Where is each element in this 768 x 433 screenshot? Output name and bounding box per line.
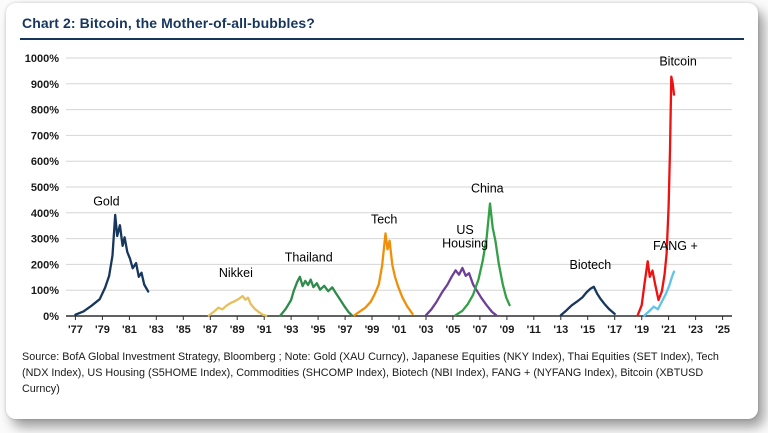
x-tick-label: '17 — [607, 324, 622, 336]
series-label-tech: Tech — [371, 213, 397, 227]
x-tick-label: '05 — [445, 324, 460, 336]
x-tick-label: '79 — [95, 324, 110, 336]
y-tick-label: 500% — [31, 182, 59, 194]
series-line-thailand — [279, 275, 353, 317]
y-tick-label: 900% — [31, 79, 59, 91]
x-tick-label: '21 — [661, 324, 676, 336]
x-tick-label: '13 — [553, 324, 568, 336]
y-tick-label: 600% — [31, 156, 59, 168]
y-tick-label: 200% — [31, 259, 59, 271]
x-tick-label: '97 — [338, 324, 353, 336]
x-tick-label: '95 — [311, 324, 326, 336]
x-tick-label: '89 — [230, 324, 245, 336]
x-tick-label: '15 — [580, 324, 595, 336]
y-tick-label: 100% — [31, 285, 59, 297]
y-tick-label: 0% — [43, 311, 59, 323]
series-label-china: China — [471, 182, 504, 196]
x-tick-label: '77 — [68, 324, 83, 336]
x-tick-label: '87 — [203, 324, 218, 336]
x-tick-label: '01 — [392, 324, 407, 336]
series-label-gold: Gold — [93, 195, 119, 209]
chart-title: Chart 2: Bitcoin, the Mother-of-all-bubb… — [20, 13, 744, 40]
series-line-tech — [353, 232, 414, 317]
series-line-fang-plus — [643, 270, 676, 317]
series-label-us-housing: US — [456, 223, 473, 237]
series-line-biotech — [559, 285, 616, 317]
x-tick-label: '83 — [149, 324, 164, 336]
y-tick-label: 800% — [31, 105, 59, 117]
x-tick-label: '23 — [688, 324, 703, 336]
series-label-nikkei: Nikkei — [219, 266, 253, 280]
x-tick-label: '81 — [122, 324, 137, 336]
x-tick-label: '11 — [527, 324, 541, 336]
series-label-biotech: Biotech — [570, 258, 612, 272]
series-line-china — [454, 202, 511, 317]
y-tick-label: 1000% — [25, 53, 59, 65]
x-tick-label: '85 — [176, 324, 191, 336]
series-label-fang-plus: FANG + — [653, 239, 698, 253]
series-label-us-housing: Housing — [442, 237, 488, 251]
x-tick-label: '19 — [634, 324, 649, 336]
y-tick-label: 700% — [31, 130, 59, 142]
series-line-us-housing — [424, 266, 498, 317]
x-tick-label: '93 — [284, 324, 299, 336]
y-tick-label: 400% — [31, 208, 59, 220]
chart-card: Chart 2: Bitcoin, the Mother-of-all-bubb… — [6, 3, 758, 419]
x-tick-label: '07 — [472, 324, 487, 336]
series-line-gold — [74, 213, 150, 316]
source-note: Source: BofA Global Investment Strategy,… — [22, 351, 719, 396]
series-label-thailand: Thailand — [285, 250, 333, 264]
x-tick-label: '09 — [499, 324, 514, 336]
x-tick-label: '03 — [419, 324, 434, 336]
series-line-bitcoin — [636, 75, 676, 317]
bubble-history-chart: 0% 100% 200% 300% 400% 500% 600% 700% 800% 900% 10… — [25, 53, 732, 336]
y-tick-label: 300% — [31, 234, 59, 246]
series-label-bitcoin: Bitcoin — [659, 55, 697, 69]
x-tick-label: '25 — [715, 324, 730, 336]
x-tick-label: '99 — [365, 324, 380, 336]
series-line-nikkei — [207, 294, 268, 317]
x-tick-label: '91 — [257, 324, 272, 336]
